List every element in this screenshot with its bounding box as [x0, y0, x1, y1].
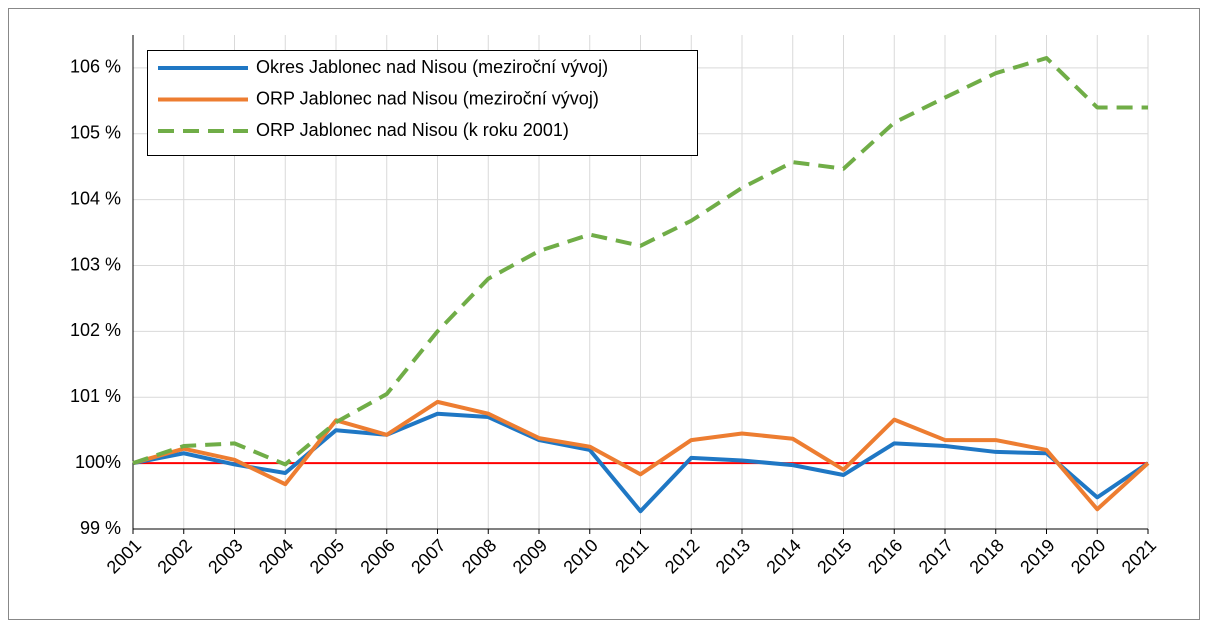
y-tick-label: 105 %	[70, 123, 121, 143]
y-tick-label: 99 %	[80, 518, 121, 538]
line-series	[132, 411, 1150, 514]
line-series	[132, 399, 1150, 512]
y-tick-label: 106 %	[70, 57, 121, 77]
legend-label: ORP Jablonec nad Nisou (meziroční vývoj)	[256, 88, 599, 108]
legend-label: Okres Jablonec nad Nisou (meziroční vývo…	[256, 57, 608, 77]
legend-label: ORP Jablonec nad Nisou (k roku 2001)	[256, 120, 569, 140]
y-tick-label: 102 %	[70, 320, 121, 340]
line-series	[132, 56, 1148, 467]
y-tick-label: 104 %	[70, 188, 121, 208]
y-tick-label: 101 %	[70, 386, 121, 406]
y-tick-label: 103 %	[70, 254, 121, 274]
y-tick-label: 100%	[75, 452, 121, 472]
